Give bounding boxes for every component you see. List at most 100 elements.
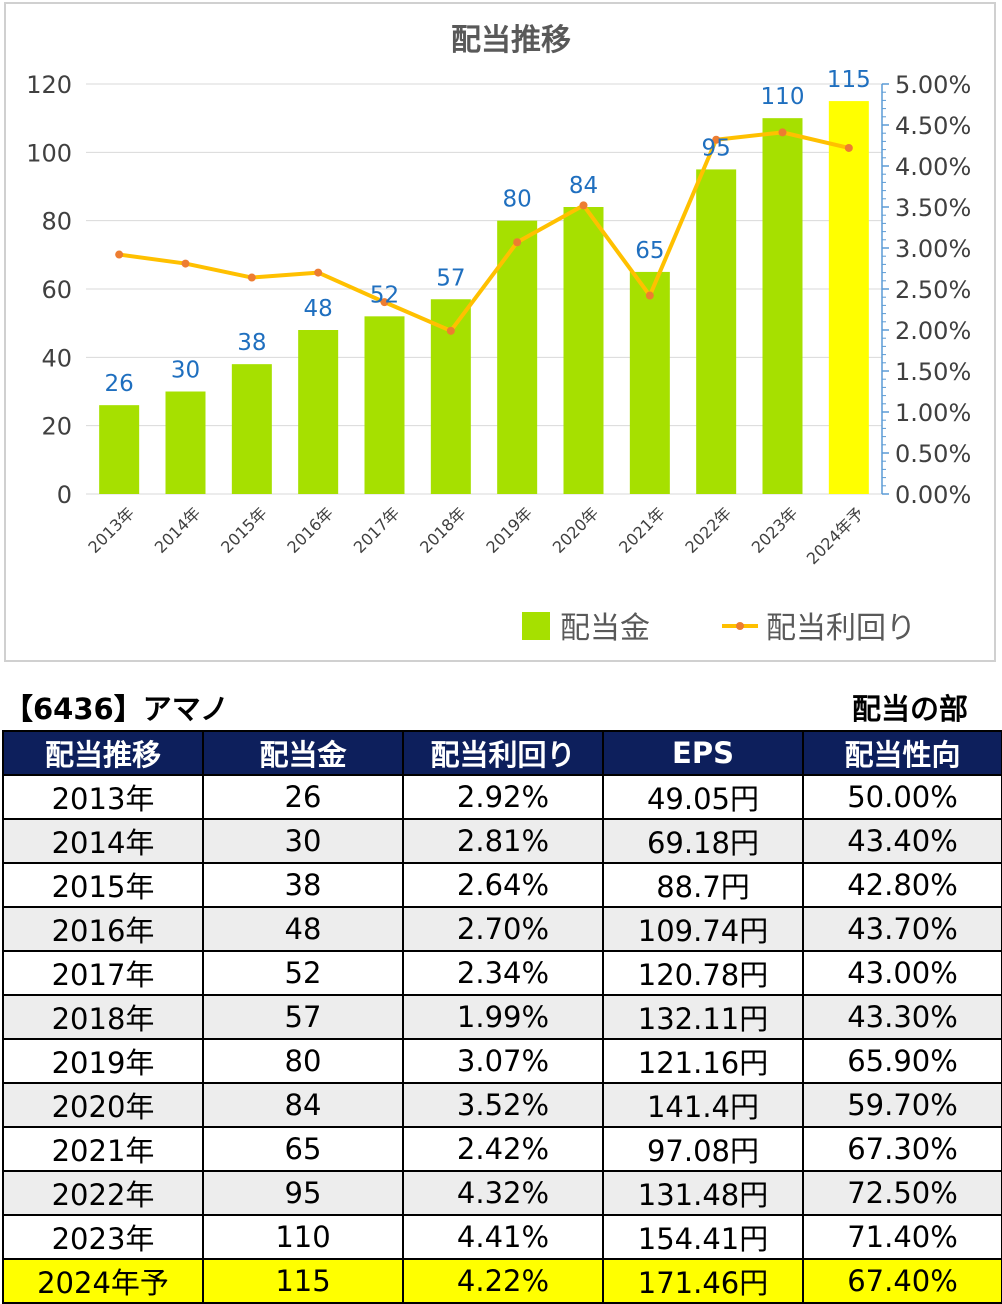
cell-payout: 43.40% <box>802 818 1002 864</box>
legend-swatch-dividend <box>522 612 550 640</box>
cell-eps: 131.48円 <box>602 1170 804 1216</box>
y-left-tick-label: 20 <box>41 413 72 441</box>
y-right-tick-label: 3.50% <box>895 194 971 222</box>
cell-payout: 65.90% <box>802 1038 1002 1084</box>
cell-payout: 50.00% <box>802 774 1002 820</box>
yield-point <box>513 238 522 247</box>
bar <box>99 405 140 494</box>
x-tick-label: 2019年 <box>482 503 536 557</box>
x-tick-label: 2013年 <box>84 503 138 557</box>
x-tick-label: 2015年 <box>217 503 271 557</box>
cell-year: 2016年 <box>2 906 204 952</box>
cell-dividend: 115 <box>202 1258 404 1304</box>
bar <box>298 330 339 494</box>
bar <box>696 169 737 494</box>
table-row: 2014年 30 2.81% 69.18円 43.40% <box>2 818 1002 864</box>
y-left-tick-label: 100 <box>26 139 72 167</box>
cell-payout: 42.80% <box>802 862 1002 908</box>
header-eps: EPS <box>602 730 804 776</box>
y-right-tick-label: 0.50% <box>895 440 971 468</box>
cell-payout: 43.70% <box>802 906 1002 952</box>
cell-yield: 2.34% <box>402 950 604 996</box>
cell-payout: 43.00% <box>802 950 1002 996</box>
cell-eps: 49.05円 <box>602 774 804 820</box>
bar <box>629 271 670 494</box>
cell-year: 2013年 <box>2 774 204 820</box>
cell-year: 2017年 <box>2 950 204 996</box>
y-right-tick-label: 1.00% <box>895 399 971 427</box>
yield-point <box>380 298 389 307</box>
bar-data-label: 30 <box>171 358 200 384</box>
cell-yield: 3.52% <box>402 1082 604 1128</box>
y-left-tick-label: 60 <box>41 276 72 304</box>
yield-point <box>446 326 455 335</box>
yield-point <box>247 273 256 282</box>
legend-label-yield: 配当利回り <box>766 611 916 646</box>
cell-yield: 2.81% <box>402 818 604 864</box>
table-row: 2023年 110 4.41% 154.41円 71.40% <box>2 1214 1002 1260</box>
table-row: 2015年 38 2.64% 88.7円 42.80% <box>2 862 1002 908</box>
section-label: 配当の部 <box>851 692 968 726</box>
cell-dividend: 84 <box>202 1082 404 1128</box>
y-right-tick-label: 1.50% <box>895 358 971 386</box>
cell-dividend: 52 <box>202 950 404 996</box>
cell-dividend: 26 <box>202 774 404 820</box>
bar-data-label: 115 <box>827 67 871 93</box>
cell-yield: 4.32% <box>402 1170 604 1216</box>
cell-yield: 2.42% <box>402 1126 604 1172</box>
cell-dividend: 38 <box>202 862 404 908</box>
y-right-tick-label: 4.00% <box>895 153 971 181</box>
cell-dividend: 65 <box>202 1126 404 1172</box>
bar-data-label: 65 <box>635 238 664 264</box>
table-row: 2024年予 115 4.22% 171.46円 67.40% <box>2 1258 1002 1304</box>
y-right-tick-label: 2.00% <box>895 317 971 345</box>
bar-data-label: 95 <box>702 135 731 161</box>
cell-eps: 141.4円 <box>602 1082 804 1128</box>
cell-eps: 120.78円 <box>602 950 804 996</box>
x-tick-label: 2024年予 <box>803 503 868 568</box>
bar-data-label: 52 <box>370 282 399 308</box>
cell-yield: 3.07% <box>402 1038 604 1084</box>
x-tick-label: 2023年 <box>748 503 802 557</box>
cell-payout: 59.70% <box>802 1082 1002 1128</box>
cell-dividend: 110 <box>202 1214 404 1260</box>
bar-data-label: 110 <box>761 84 805 110</box>
cell-eps: 69.18円 <box>602 818 804 864</box>
cell-yield: 4.22% <box>402 1258 604 1304</box>
cell-payout: 67.40% <box>802 1258 1002 1304</box>
table-row: 2018年 57 1.99% 132.11円 43.30% <box>2 994 1002 1040</box>
yield-line <box>118 130 850 333</box>
cell-yield: 2.70% <box>402 906 604 952</box>
yield-point <box>314 268 323 277</box>
bar-data-label: 48 <box>304 296 333 322</box>
bar <box>231 364 272 494</box>
yield-point <box>645 291 654 300</box>
cell-dividend: 48 <box>202 906 404 952</box>
cell-year: 2021年 <box>2 1126 204 1172</box>
cell-dividend: 80 <box>202 1038 404 1084</box>
yield-point <box>844 143 853 152</box>
cell-dividend: 95 <box>202 1170 404 1216</box>
cell-eps: 121.16円 <box>602 1038 804 1084</box>
table-row: 2016年 48 2.70% 109.74円 43.70% <box>2 906 1002 952</box>
cell-yield: 2.92% <box>402 774 604 820</box>
bar <box>828 101 869 494</box>
cell-eps: 88.7円 <box>602 862 804 908</box>
x-tick-label: 2016年 <box>283 503 337 557</box>
yield-point <box>181 259 190 268</box>
yield-point <box>712 135 721 144</box>
company-title: 【6436】アマノ <box>4 692 229 726</box>
dividend-chart: 配当推移 0 20 40 60 80 100 120 0.00% 0.50% 1.00% 1.50% 2… <box>26 23 971 646</box>
cell-eps: 154.41円 <box>602 1214 804 1260</box>
x-tick-label: 2017年 <box>350 503 404 557</box>
y-left-tick-label: 0 <box>57 481 72 509</box>
bar-data-label: 84 <box>569 173 598 199</box>
bar <box>762 118 803 495</box>
bar-data-label: 26 <box>105 371 134 397</box>
cell-year: 2015年 <box>2 862 204 908</box>
table-row: 2020年 84 3.52% 141.4円 59.70% <box>2 1082 1002 1128</box>
bar <box>165 391 206 494</box>
bar-data-label: 57 <box>436 265 465 291</box>
cell-year: 2022年 <box>2 1170 204 1216</box>
table-row: 2017年 52 2.34% 120.78円 43.00% <box>2 950 1002 996</box>
